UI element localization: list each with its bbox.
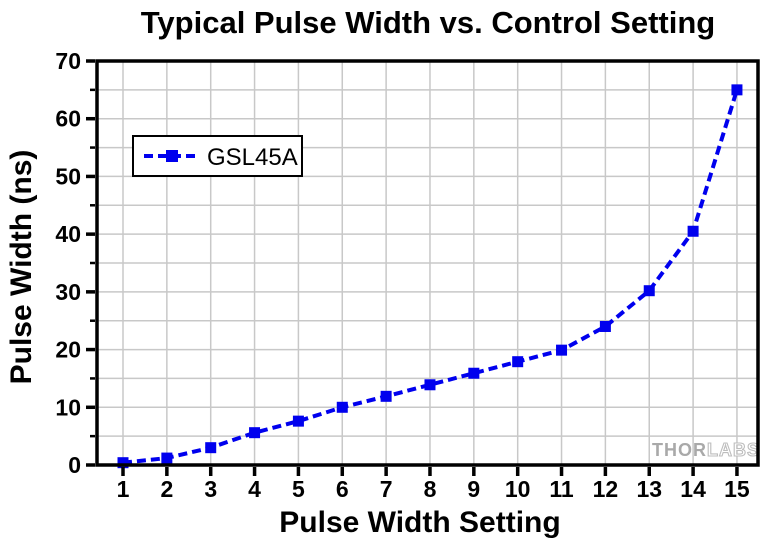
x-tick-label: 13 (636, 476, 662, 502)
data-series (117, 84, 743, 469)
x-tick-label: 6 (336, 476, 349, 502)
legend: GSL45A (132, 135, 303, 177)
y-tick-label: 10 (55, 394, 81, 420)
x-tick-label: 12 (593, 476, 619, 502)
y-tick-label: 40 (55, 221, 81, 247)
watermark-text: THORLABS (652, 440, 760, 460)
data-point-marker (161, 452, 173, 464)
x-tick-label: 4 (248, 476, 261, 502)
x-tick-label: 1 (117, 476, 130, 502)
chart-title: Typical Pulse Width vs. Control Setting (141, 5, 715, 40)
x-tick-label: 15 (724, 476, 750, 502)
x-tick-label: 10 (505, 476, 531, 502)
x-tick-label: 11 (549, 476, 574, 502)
x-tick-label: 5 (292, 476, 305, 502)
axis-ticks (86, 59, 739, 476)
y-tick-label: 20 (55, 337, 81, 363)
x-axis-label: Pulse Width Setting (279, 506, 560, 539)
data-point-marker (731, 84, 743, 96)
x-tick-label: 9 (467, 476, 480, 502)
x-tick-label: 3 (204, 476, 217, 502)
plot-frame (95, 59, 760, 467)
data-point-marker (380, 390, 392, 402)
legend-marker-square (166, 150, 178, 162)
y-tick-label: 70 (55, 48, 81, 74)
y-tick-label: 30 (55, 279, 81, 305)
data-point-marker (512, 356, 524, 368)
x-tick-label: 14 (680, 476, 706, 502)
y-tick-label: 50 (55, 163, 81, 189)
data-point-marker (249, 427, 261, 439)
watermark-thor-part: THOR (652, 440, 707, 460)
x-tick-label: 2 (160, 476, 173, 502)
data-point-marker (205, 442, 217, 454)
data-point-marker (556, 344, 568, 356)
watermark-labs-part: LABS (707, 440, 760, 460)
data-point-marker (424, 379, 436, 391)
gridlines (97, 61, 758, 465)
data-point-marker (336, 401, 348, 413)
data-point-marker (687, 225, 699, 237)
y-axis-label: Pulse Width (ns) (5, 150, 38, 385)
data-point-marker (643, 285, 655, 297)
x-tick-label: 7 (380, 476, 393, 502)
legend-series-label: GSL45A (207, 144, 298, 171)
y-tick-label: 0 (68, 452, 81, 478)
data-point-marker (117, 457, 129, 469)
series-line (122, 89, 739, 465)
data-point-marker (599, 320, 611, 332)
x-tick-label: 8 (424, 476, 437, 502)
y-tick-label: 60 (55, 106, 81, 132)
data-point-marker (468, 367, 480, 379)
thorlabs-watermark: THORLABS (652, 439, 760, 460)
data-point-marker (292, 415, 304, 427)
